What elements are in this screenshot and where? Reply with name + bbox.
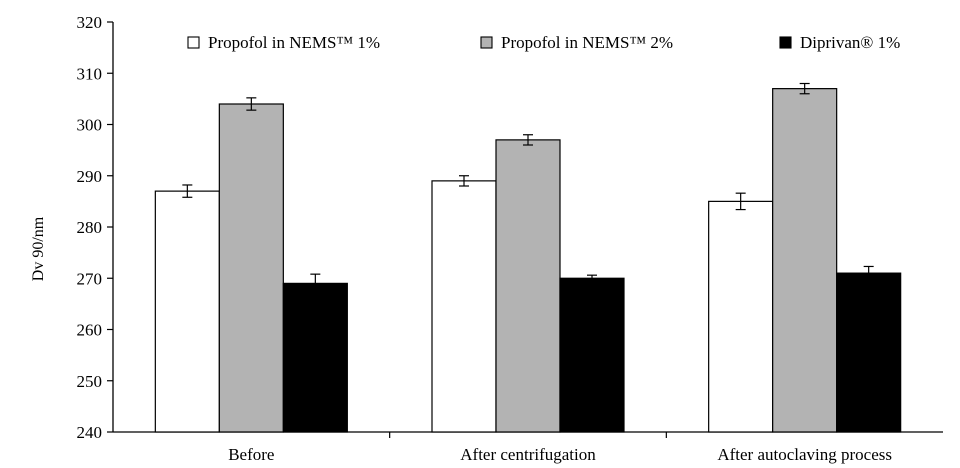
legend-swatch (779, 36, 792, 49)
bar (495, 139, 561, 433)
y-tick-label: 250 (77, 372, 103, 391)
bar (708, 200, 774, 433)
x-axis-ticks: Before After centrifugation After autoclav… (228, 432, 892, 464)
y-tick-label: 320 (77, 13, 103, 32)
y-tick-label: 270 (77, 269, 103, 288)
legend-swatch (480, 36, 493, 49)
bar (559, 277, 625, 433)
y-tick-label: 310 (77, 64, 103, 83)
y-tick-label: 300 (77, 116, 103, 135)
y-tick-label: 290 (77, 167, 103, 186)
x-tick-label: After centrifugation (460, 445, 596, 464)
bar (836, 272, 902, 433)
bar (282, 282, 348, 433)
y-tick-label: 280 (77, 218, 103, 237)
legend-swatch (187, 36, 200, 49)
bar (772, 88, 838, 433)
legend-label: Propofol in NEMS™ 2% (501, 33, 673, 52)
bars (154, 88, 902, 433)
y-tick-label: 240 (77, 423, 103, 442)
bar (154, 190, 220, 433)
bar (431, 180, 497, 433)
x-tick-label: After autoclaving process (717, 445, 892, 464)
legend: Propofol in NEMS™ 1% Propofol in NEMS™ 2%… (187, 33, 900, 52)
legend-label: Diprivan® 1% (800, 33, 900, 52)
legend-label: Propofol in NEMS™ 1% (208, 33, 380, 52)
error-bars (182, 82, 874, 294)
y-axis-label: Dv 90/nm (30, 216, 47, 281)
bar (218, 103, 284, 433)
x-tick-label: Before (228, 445, 274, 464)
y-tick-label: 260 (77, 321, 103, 340)
y-axis-ticks: 240 250 260 270 280 290 300 310 320 (77, 13, 113, 442)
